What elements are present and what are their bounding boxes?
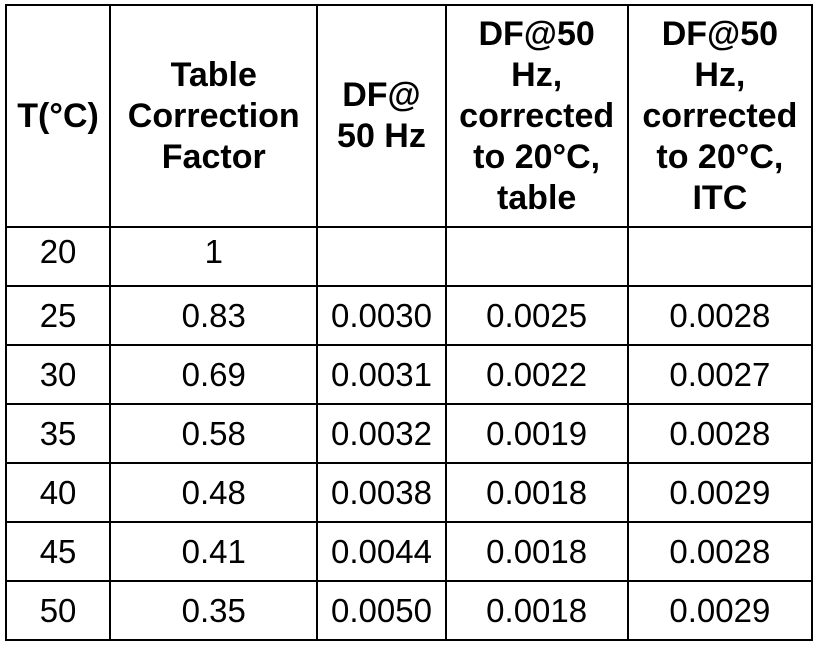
table-row: 50 0.35 0.0050 0.0018 0.0029 bbox=[4, 580, 814, 641]
cell-correction-factor: 0.35 bbox=[109, 580, 319, 641]
cell-df-corrected-table: 0.0018 bbox=[444, 580, 629, 641]
cell-correction-factor: 0.41 bbox=[109, 521, 319, 582]
cell-df-corrected-table: 0.0025 bbox=[444, 285, 629, 346]
cell-df-corrected-itc: 0.0028 bbox=[626, 403, 814, 464]
cell-df-corrected-itc: 0.0029 bbox=[626, 580, 814, 641]
cell-df-corrected-table bbox=[444, 226, 629, 287]
cell-temperature: 25 bbox=[4, 285, 112, 346]
table-row: 40 0.48 0.0038 0.0018 0.0029 bbox=[4, 462, 814, 523]
cell-df-50hz: 0.0050 bbox=[316, 580, 447, 641]
cell-correction-factor: 0.69 bbox=[109, 344, 319, 405]
cell-temperature: 50 bbox=[4, 580, 112, 641]
cell-df-corrected-itc: 0.0029 bbox=[626, 462, 814, 523]
cell-df-corrected-itc bbox=[626, 226, 814, 287]
cell-df-50hz: 0.0038 bbox=[316, 462, 447, 523]
header-temperature: T(°C) bbox=[4, 4, 112, 228]
cell-df-50hz: 0.0044 bbox=[316, 521, 447, 582]
cell-df-corrected-itc: 0.0028 bbox=[626, 521, 814, 582]
table-row: 45 0.41 0.0044 0.0018 0.0028 bbox=[4, 521, 814, 582]
header-table-correction-factor: Table Correction Factor bbox=[109, 4, 319, 228]
header-row: T(°C) Table Correction Factor DF@ 50 Hz … bbox=[4, 4, 814, 228]
table-row: 30 0.69 0.0031 0.0022 0.0027 bbox=[4, 344, 814, 405]
data-table: T(°C) Table Correction Factor DF@ 50 Hz … bbox=[4, 4, 814, 641]
cell-correction-factor: 0.83 bbox=[109, 285, 319, 346]
cell-temperature: 40 bbox=[4, 462, 112, 523]
cell-correction-factor: 0.48 bbox=[109, 462, 319, 523]
cell-df-corrected-itc: 0.0028 bbox=[626, 285, 814, 346]
header-df-corrected-table: DF@50 Hz, corrected to 20°C, table bbox=[444, 4, 629, 228]
cell-temperature: 20 bbox=[4, 226, 112, 287]
cell-df-corrected-itc: 0.0027 bbox=[626, 344, 814, 405]
cell-temperature: 30 bbox=[4, 344, 112, 405]
table-container: T(°C) Table Correction Factor DF@ 50 Hz … bbox=[4, 4, 814, 641]
table-row: 35 0.58 0.0032 0.0019 0.0028 bbox=[4, 403, 814, 464]
cell-df-50hz: 0.0030 bbox=[316, 285, 447, 346]
cell-correction-factor: 0.58 bbox=[109, 403, 319, 464]
cell-temperature: 45 bbox=[4, 521, 112, 582]
cell-df-corrected-table: 0.0018 bbox=[444, 462, 629, 523]
table-row: 25 0.83 0.0030 0.0025 0.0028 bbox=[4, 285, 814, 346]
cell-df-corrected-table: 0.0018 bbox=[444, 521, 629, 582]
cell-df-50hz: 0.0031 bbox=[316, 344, 447, 405]
cell-df-50hz bbox=[316, 226, 447, 287]
table-row: 20 1 bbox=[4, 226, 814, 287]
header-df-50hz: DF@ 50 Hz bbox=[316, 4, 447, 228]
cell-temperature: 35 bbox=[4, 403, 112, 464]
cell-df-50hz: 0.0032 bbox=[316, 403, 447, 464]
cell-df-corrected-table: 0.0019 bbox=[444, 403, 629, 464]
cell-df-corrected-table: 0.0022 bbox=[444, 344, 629, 405]
header-df-corrected-itc: DF@50 Hz, corrected to 20°C, ITC bbox=[626, 4, 814, 228]
cell-correction-factor: 1 bbox=[109, 226, 319, 287]
